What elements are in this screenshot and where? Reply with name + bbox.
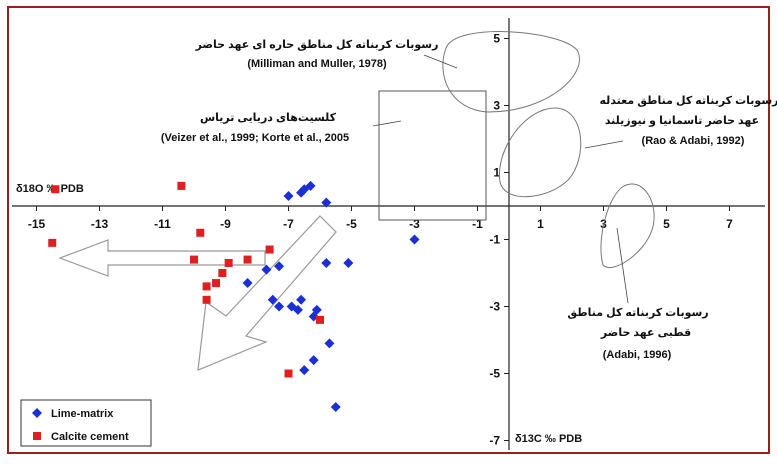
data-point-calcite-cement — [202, 295, 211, 304]
leader-line-temperate — [584, 140, 624, 149]
data-point-lime-matrix — [324, 338, 335, 349]
data-point-lime-matrix — [308, 355, 319, 366]
annotation-temperate: رسوبات کربناته کل مناطق معتدله عهد حاضر … — [600, 95, 777, 147]
x-tick-label: -11 — [154, 217, 171, 231]
data-point-lime-matrix — [305, 180, 316, 191]
data-point-calcite-cement — [177, 181, 186, 190]
data-point-lime-matrix — [321, 257, 332, 268]
data-point-lime-matrix — [409, 234, 420, 245]
data-point-calcite-cement — [202, 282, 211, 291]
x-tick-label: -3 — [409, 217, 420, 231]
annotation-polar-line-2: قطبی عهد حاضر — [600, 327, 691, 339]
data-point-lime-matrix — [274, 261, 285, 272]
y-tick-label: 3 — [493, 99, 500, 113]
annotation-tropical-line-1: رسوبات کربناته کل مناطق حاره ای عهد حاضر — [195, 39, 439, 51]
y-tick-label: -1 — [489, 233, 500, 247]
x-axis-label: δ18O ‰ PDB — [16, 183, 84, 195]
x-tick-label: 7 — [726, 217, 733, 231]
annotation-polar: رسوبات کربناته کل مناطق قطبی عهد حاضر (A… — [567, 307, 708, 361]
annotation-tropical-line-2: (Milliman and Muller, 1978) — [247, 58, 387, 70]
legend: Lime-matrix Calcite cement — [20, 399, 152, 447]
data-point-calcite-cement — [212, 279, 221, 288]
data-point-lime-matrix — [299, 365, 310, 376]
annotation-temperate-line-3: (Rao & Adabi, 1992) — [642, 135, 745, 147]
x-tick-label: -5 — [346, 217, 357, 231]
legend-marker-lime-matrix — [32, 408, 42, 418]
y-tick-label: -7 — [489, 434, 500, 448]
data-point-calcite-cement — [218, 269, 227, 277]
chart-border — [7, 6, 770, 454]
x-tick-label: -7 — [283, 217, 294, 231]
data-point-lime-matrix — [321, 197, 332, 208]
y-tick-label: 5 — [493, 32, 500, 46]
temperate-field-outline — [498, 107, 582, 198]
annotation-triassic: کلسیت‌های دریایی تریاس (Veizer et al., 1… — [161, 112, 349, 144]
triassic-calcite-box — [378, 90, 487, 221]
data-point-lime-matrix — [292, 304, 303, 315]
annotation-triassic-line-1: کلسیت‌های دریایی تریاس — [200, 112, 337, 124]
x-tick-label: -13 — [91, 217, 109, 231]
x-tick-label: 1 — [537, 217, 544, 231]
tropical-field-outline — [442, 31, 580, 113]
data-points — [48, 180, 420, 412]
data-point-calcite-cement — [224, 258, 233, 267]
legend-box — [20, 399, 152, 447]
data-point-lime-matrix — [261, 264, 272, 275]
annotation-polar-line-3: (Adabi, 1996) — [603, 349, 672, 361]
annotation-temperate-line-1: رسوبات کربناته کل مناطق معتدله — [600, 95, 777, 107]
trend-arrow-diagonal — [197, 215, 337, 371]
legend-label-lime-matrix: Lime-matrix — [51, 408, 114, 420]
legend-marker-calcite-cement — [33, 432, 41, 440]
leader-line-tropical — [423, 54, 458, 69]
data-point-calcite-cement — [196, 228, 205, 237]
data-point-lime-matrix — [242, 278, 253, 289]
annotation-triassic-line-2: (Veizer et al., 1999; Korte et al., 2005 — [161, 132, 349, 144]
legend-label-calcite-cement: Calcite cement — [51, 431, 129, 443]
data-point-calcite-cement — [243, 255, 252, 264]
y-tick-label: -3 — [489, 300, 500, 314]
x-tick-label: -9 — [220, 217, 231, 231]
data-point-lime-matrix — [330, 402, 341, 412]
leader-line-polar — [616, 227, 629, 304]
data-point-calcite-cement — [48, 238, 57, 247]
x-tick-label: -15 — [28, 217, 46, 231]
y-axis-label: δ13C ‰ PDB — [515, 433, 582, 445]
data-point-lime-matrix — [283, 190, 294, 201]
data-point-lime-matrix — [274, 301, 285, 312]
data-point-lime-matrix — [296, 294, 307, 305]
field-outlines — [378, 31, 655, 268]
annotation-temperate-line-2: عهد حاضر تاسمانیا و نیوزیلند — [605, 115, 759, 127]
annotation-polar-line-1: رسوبات کربناته کل مناطق — [567, 307, 708, 319]
polar-field-outline — [600, 183, 655, 268]
data-point-calcite-cement — [284, 369, 293, 378]
x-tick-label: 5 — [663, 217, 670, 231]
y-tick-label: 1 — [493, 166, 500, 180]
y-axis-ticks: 5 3 1 -1 -3 -5 -7 — [489, 32, 509, 448]
data-point-calcite-cement — [51, 185, 60, 194]
data-point-calcite-cement — [316, 315, 324, 324]
data-point-lime-matrix — [343, 257, 354, 268]
x-axis-ticks: -15 -13 -11 -9 -7 -5 -3 -1 1 3 5 7 — [28, 206, 733, 231]
x-tick-label: -1 — [472, 217, 483, 231]
data-point-calcite-cement — [265, 245, 274, 254]
data-point-lime-matrix — [296, 187, 307, 198]
y-tick-label: -5 — [489, 367, 500, 381]
annotation-tropical: رسوبات کربناته کل مناطق حاره ای عهد حاضر… — [195, 39, 439, 70]
leader-lines — [372, 54, 629, 304]
trend-arrow-left — [58, 239, 266, 277]
data-point-calcite-cement — [190, 255, 198, 264]
leader-line-triassic — [372, 120, 402, 127]
data-point-lime-matrix — [267, 294, 278, 305]
